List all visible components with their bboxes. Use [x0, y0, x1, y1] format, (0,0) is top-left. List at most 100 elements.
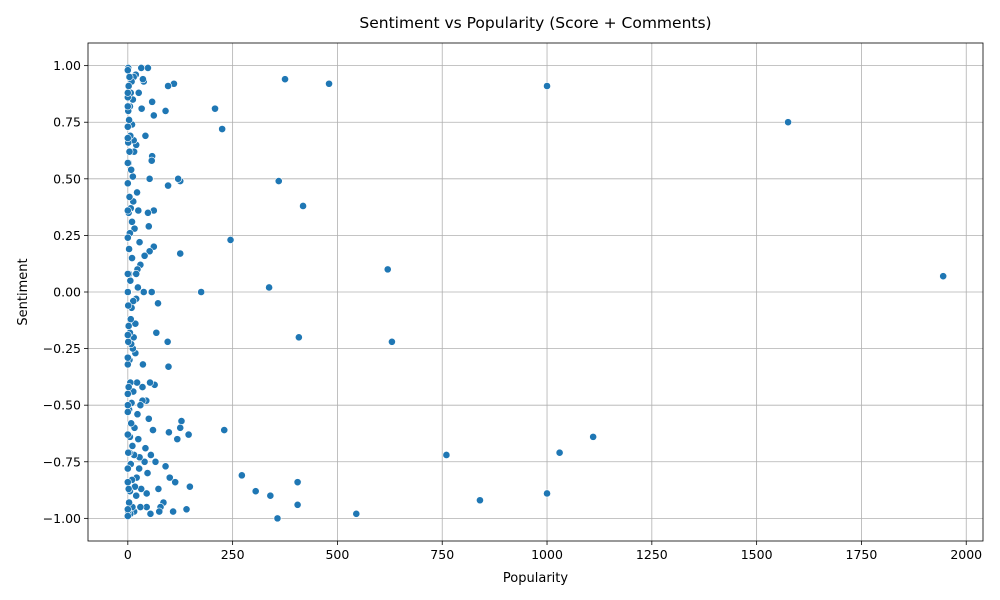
data-point [123, 512, 132, 520]
data-point [140, 251, 149, 260]
data-point [123, 233, 132, 242]
data-point [273, 514, 282, 523]
data-point [127, 419, 136, 428]
data-point [251, 487, 260, 496]
data-point [124, 82, 133, 90]
data-point [325, 79, 333, 88]
data-point [274, 177, 283, 185]
data-point [161, 107, 170, 115]
data-point [141, 444, 150, 453]
data-point [165, 428, 173, 437]
data-point [163, 337, 172, 346]
data-point [176, 249, 185, 258]
axis-ticks: 0 250 500 750 1000 1250 1500 1750 2000 −1.00 −0.75… [43, 58, 982, 562]
y-tick-label: 1.00 [53, 58, 81, 73]
data-point [237, 471, 246, 480]
data-point [184, 430, 193, 439]
data-point [169, 507, 177, 516]
data-point [123, 464, 132, 473]
y-axis-label: Sentiment [16, 258, 31, 325]
x-tick-label: 1000 [531, 547, 563, 562]
data-point [164, 82, 172, 90]
data-point [141, 131, 150, 140]
data-point [128, 254, 136, 262]
data-point [543, 82, 551, 90]
data-point [151, 457, 160, 466]
data-point [442, 451, 451, 459]
x-tick-label: 1250 [636, 547, 668, 562]
data-point [383, 265, 392, 274]
data-point [176, 423, 185, 432]
data-point [294, 333, 303, 342]
grid-lines [88, 43, 983, 541]
data-point [123, 360, 132, 369]
data-point [133, 188, 141, 197]
x-tick-label: 500 [325, 547, 349, 562]
x-axis-label: Popularity [503, 571, 568, 586]
data-point [123, 134, 132, 142]
data-point [144, 208, 152, 217]
data-point [177, 417, 186, 425]
data-point [123, 389, 132, 398]
data-point [136, 503, 145, 511]
data-point [123, 269, 132, 278]
data-point [226, 236, 235, 244]
data-point [123, 430, 132, 439]
data-point [123, 122, 132, 131]
data-point [132, 269, 141, 278]
data-point [388, 337, 396, 346]
data-point [147, 156, 156, 165]
data-point [293, 500, 302, 509]
data-point [124, 383, 133, 391]
data-point [125, 193, 134, 201]
data-point [145, 174, 154, 183]
data-point [123, 206, 132, 215]
data-point [123, 478, 132, 487]
data-point [124, 301, 133, 310]
data-point [123, 288, 132, 296]
data-point [145, 247, 154, 256]
data-point [218, 125, 227, 133]
data-point [133, 378, 141, 387]
data-point [555, 448, 564, 457]
data-point [147, 288, 156, 296]
data-point [265, 283, 273, 292]
data-point [299, 202, 307, 210]
data-point [139, 75, 147, 84]
data-point [123, 102, 132, 111]
data-point [266, 491, 275, 500]
x-tick-label: 1750 [846, 547, 878, 562]
data-point [146, 378, 154, 387]
data-point [128, 217, 136, 226]
data-point [293, 478, 302, 487]
data-point [125, 116, 133, 124]
data-point [123, 331, 132, 339]
data-point [589, 432, 598, 441]
data-point [174, 174, 183, 183]
data-point [134, 206, 143, 215]
data-point [126, 315, 135, 324]
x-tick-label: 2000 [950, 547, 982, 562]
data-point [123, 88, 132, 97]
data-point [123, 66, 132, 75]
y-tick-label: −0.75 [43, 454, 81, 469]
data-point [173, 435, 182, 444]
y-tick-label: −0.50 [43, 398, 81, 413]
data-point [124, 485, 133, 493]
y-tick-label: 0.75 [53, 115, 81, 130]
data-point [139, 288, 148, 296]
y-tick-label: 0.50 [53, 171, 81, 186]
data-point [144, 64, 152, 72]
data-point [154, 299, 162, 308]
data-point [142, 489, 151, 498]
data-point [123, 401, 132, 410]
data-point [128, 442, 137, 450]
data-point [784, 118, 792, 127]
x-tick-label: 1500 [741, 547, 773, 562]
data-point [125, 245, 133, 253]
data-point [133, 410, 142, 419]
data-point [125, 147, 134, 156]
data-point [143, 469, 152, 477]
data-point [123, 159, 132, 167]
